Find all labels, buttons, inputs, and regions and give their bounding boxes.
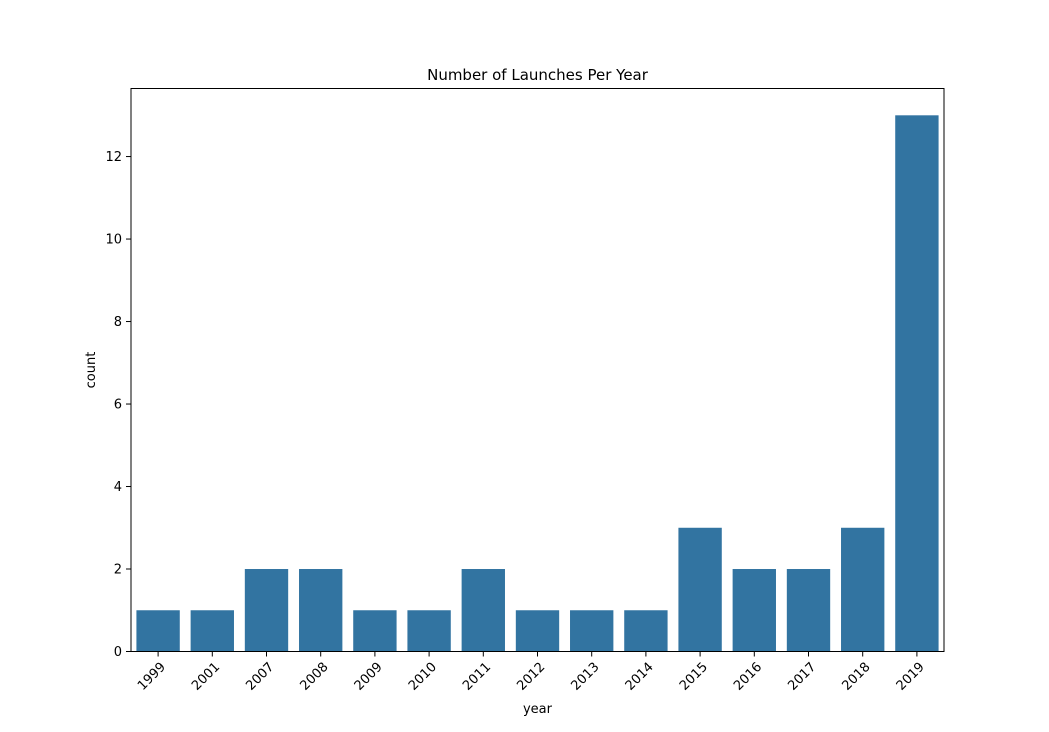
x-tick-label: 2013	[569, 660, 603, 694]
bar-1999	[136, 610, 180, 652]
bars-group	[136, 115, 939, 652]
bar-2014	[624, 610, 668, 652]
y-tick-label: 2	[114, 563, 122, 578]
x-tick-label: 2015	[677, 660, 711, 694]
y-axis-title: count	[84, 352, 99, 389]
bar-2016	[732, 569, 776, 652]
y-tick-label: 10	[105, 233, 122, 248]
chart-title: Number of Launches Per Year	[427, 66, 649, 84]
y-tick-label: 4	[114, 480, 122, 495]
x-tick-label: 2014	[623, 660, 657, 694]
x-axis-title: year	[523, 702, 553, 717]
x-tick-label: 1999	[135, 660, 169, 694]
bar-2008	[299, 569, 343, 652]
bar-2012	[515, 610, 560, 652]
y-tick-label: 8	[114, 315, 122, 330]
bar-2015	[678, 527, 722, 652]
y-axis: 0 2 4 6 8 10 12	[105, 150, 131, 660]
x-tick-label: 2018	[840, 660, 874, 694]
y-tick-label: 6	[114, 398, 122, 413]
bar-2018	[841, 527, 885, 652]
bar-2001	[190, 610, 234, 652]
x-tick-label: 2016	[731, 660, 765, 694]
bar-2019	[895, 115, 939, 652]
bar-2017	[786, 569, 831, 652]
bar-2009	[353, 610, 397, 652]
bar-2007	[244, 569, 289, 652]
x-axis: 1999 2001 2007 2008 2009 2010 2011 2012 2013 2014…	[135, 651, 928, 694]
x-tick-label: 2012	[514, 660, 548, 694]
x-tick-label: 2007	[243, 660, 277, 694]
y-tick-label: 12	[105, 150, 122, 165]
x-tick-label: 2019	[894, 660, 928, 694]
bar-2010	[407, 610, 451, 652]
x-tick-label: 2008	[298, 660, 332, 694]
x-tick-label: 2011	[460, 660, 494, 694]
x-tick-label: 2001	[189, 660, 223, 694]
plot-frame	[130, 88, 945, 652]
y-tick-label: 0	[114, 645, 122, 660]
x-tick-label: 2017	[785, 660, 819, 694]
x-tick-label: 2009	[352, 660, 386, 694]
bar-2011	[461, 569, 505, 652]
x-tick-label: 2010	[406, 660, 440, 694]
bar-2013	[570, 610, 614, 652]
